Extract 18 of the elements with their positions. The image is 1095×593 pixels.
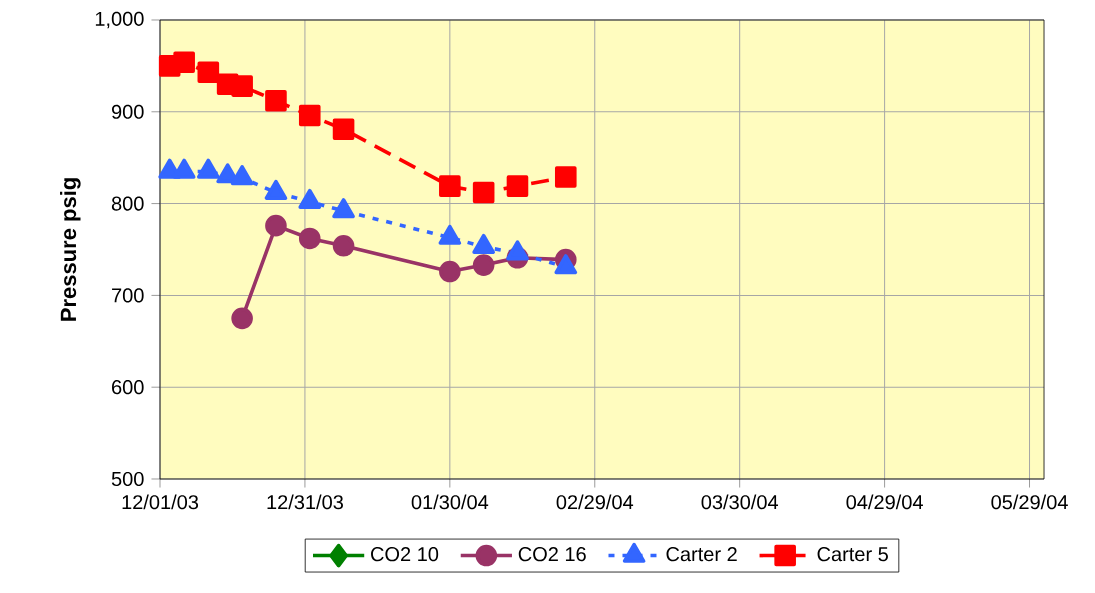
- x-tick-label: 01/30/04: [411, 494, 489, 510]
- y-tick-label: 500: [111, 471, 144, 487]
- y-tick-label: 600: [112, 380, 144, 395]
- legend-label: CO2 10: [371, 547, 439, 562]
- legend-label: Carter 5: [817, 547, 888, 562]
- x-tick-label: 05/29/04: [991, 494, 1068, 510]
- x-tick-label: 02/29/04: [556, 494, 634, 510]
- y-axis-title: Pressure psig: [60, 178, 81, 321]
- x-tick-label: 04/29/04: [846, 494, 923, 510]
- y-tick-label: 700: [112, 288, 144, 303]
- legend-label: CO2 16: [518, 547, 586, 562]
- y-tick-label: 900: [111, 104, 144, 119]
- x-tick-label: 12/01/03: [122, 494, 199, 510]
- x-tick-label: 12/31/03: [267, 494, 343, 510]
- legend-label: Carter 2: [666, 547, 737, 562]
- y-tick-label: 800: [111, 196, 144, 211]
- y-tick-label: 1,000: [95, 11, 144, 29]
- x-tick-label: 03/30/04: [701, 494, 779, 510]
